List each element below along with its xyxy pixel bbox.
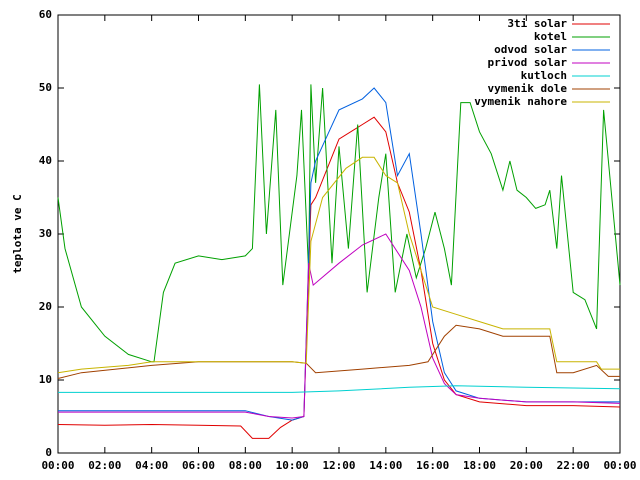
series-line: [57, 156, 620, 374]
y-axis-label: teplota ve C: [11, 194, 24, 273]
series-line: [58, 385, 621, 393]
x-tick-label: 14:00: [369, 459, 402, 472]
y-tick-label: 20: [39, 300, 52, 313]
y-tick-label: 40: [39, 154, 52, 167]
y-tick-label: 50: [39, 81, 52, 94]
x-tick-label: 18:00: [463, 459, 496, 472]
x-tick-label: 06:00: [182, 459, 215, 472]
legend-label: vymenik dole: [488, 82, 568, 95]
y-tick-label: 0: [45, 446, 52, 459]
series-line: [57, 324, 620, 379]
x-tick-label: 12:00: [322, 459, 355, 472]
x-tick-label: 02:00: [88, 459, 121, 472]
series-line: [57, 116, 621, 439]
x-tick-label: 00:00: [41, 459, 74, 472]
x-tick-label: 10:00: [276, 459, 309, 472]
x-tick-label: 08:00: [229, 459, 262, 472]
series-line: [58, 233, 621, 419]
series-line: [57, 84, 621, 363]
y-tick-label: 30: [39, 227, 52, 240]
legend-label: kutloch: [521, 69, 567, 82]
x-tick-label: 00:00: [603, 459, 636, 472]
x-tick-label: 16:00: [416, 459, 449, 472]
series-line: [58, 87, 620, 421]
y-tick-label: 60: [39, 8, 52, 21]
legend-label: kotel: [534, 30, 567, 43]
y-tick-label: 10: [39, 373, 52, 386]
x-tick-label: 20:00: [510, 459, 543, 472]
legend-label: 3ti solar: [507, 17, 567, 30]
legend-label: vymenik nahore: [474, 95, 567, 108]
x-tick-label: 22:00: [557, 459, 590, 472]
x-tick-label: 04:00: [135, 459, 168, 472]
legend-label: privod solar: [488, 56, 568, 69]
legend-label: odvod solar: [494, 43, 567, 56]
